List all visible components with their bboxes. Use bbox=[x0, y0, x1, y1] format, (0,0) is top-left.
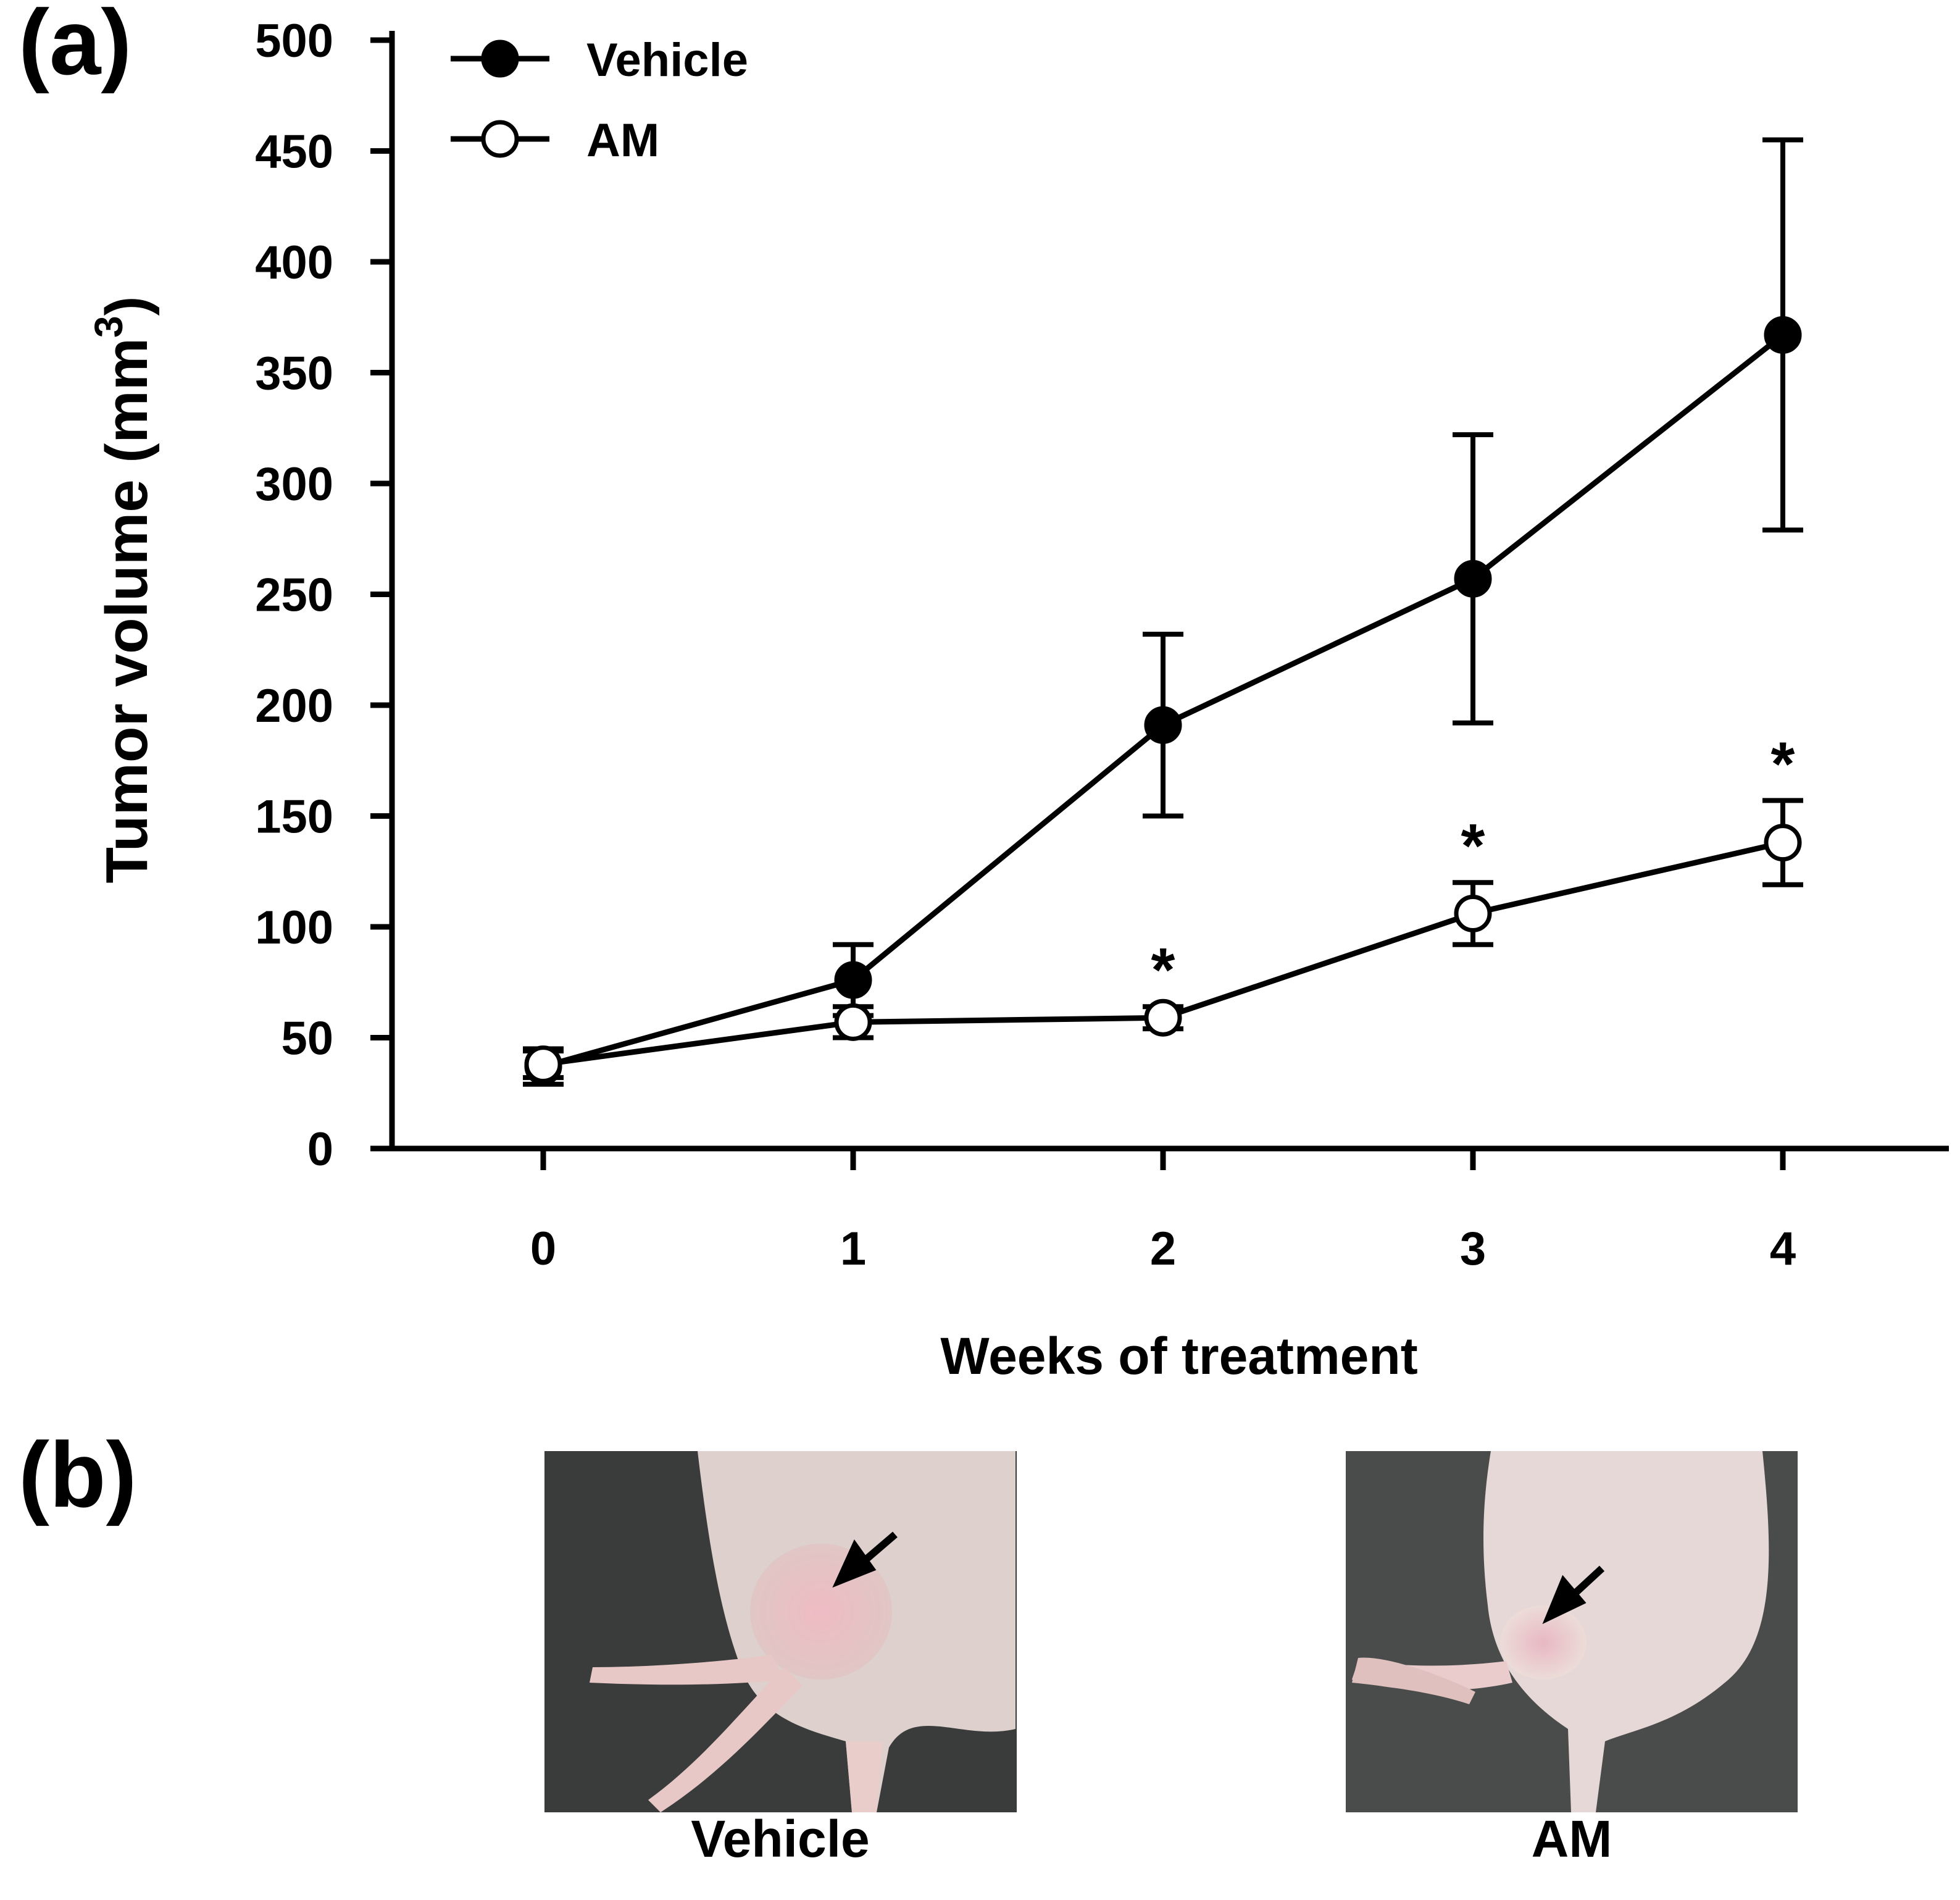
significance-asterisk-4: * bbox=[1771, 729, 1795, 798]
point-am-2 bbox=[1144, 998, 1182, 1037]
y-tick-label-0: 0 bbox=[307, 1123, 333, 1176]
x-ticks: 0 1 2 3 4 bbox=[530, 1149, 1796, 1275]
point-vehicle-1 bbox=[834, 961, 872, 999]
point-vehicle-3 bbox=[1454, 559, 1492, 598]
y-tick-label-150: 150 bbox=[255, 791, 333, 843]
legend: Vehicle AM bbox=[451, 34, 748, 167]
y-axis-label-superscript: 3 bbox=[86, 316, 131, 338]
point-am-1 bbox=[834, 1003, 872, 1041]
x-tick-label-3: 3 bbox=[1460, 1223, 1486, 1275]
y-axis-label-main: Tumor volume (mm bbox=[94, 338, 160, 884]
photo-vehicle-arrow-head bbox=[832, 1539, 877, 1588]
y-axis-label-close: ) bbox=[94, 296, 160, 316]
y-tick-label-300: 300 bbox=[255, 458, 333, 511]
photo-am-mouse-body bbox=[1483, 1451, 1769, 1812]
panel-label-a: (a) bbox=[19, 0, 131, 94]
y-tick-label-400: 400 bbox=[255, 236, 333, 289]
axes bbox=[389, 31, 1949, 1152]
point-vehicle-4 bbox=[1764, 316, 1802, 354]
photo-vehicle-label: Vehicle bbox=[691, 1810, 870, 1868]
y-tick-label-250: 250 bbox=[255, 569, 333, 622]
photo-vehicle bbox=[544, 1451, 1017, 1812]
y-tick-label-500: 500 bbox=[255, 15, 333, 67]
legend-am-marker bbox=[481, 120, 519, 158]
photo-am-foot bbox=[1352, 1657, 1475, 1704]
photo-am-arrow-head bbox=[1542, 1575, 1587, 1625]
point-am-4 bbox=[1764, 824, 1802, 862]
photo-am-arrow bbox=[1542, 1565, 1605, 1625]
photo-vehicle-arrow bbox=[832, 1531, 898, 1588]
y-axis-label-group: Tumor volume (mm3) bbox=[86, 296, 160, 883]
x-tick-label-0: 0 bbox=[530, 1223, 556, 1275]
plot-series bbox=[523, 137, 1803, 1087]
panel-label-b: (b) bbox=[19, 1423, 137, 1526]
photo-vehicle-leg-lower bbox=[648, 1667, 803, 1812]
point-am-0 bbox=[524, 1045, 562, 1084]
y-ticks: 0 50 100 150 200 250 300 350 400 450 500 bbox=[255, 15, 392, 1176]
photo-am-tumor bbox=[1500, 1605, 1587, 1680]
y-tick-label-200: 200 bbox=[255, 680, 333, 732]
photo-am bbox=[1346, 1451, 1798, 1812]
significance-asterisk-3: * bbox=[1461, 811, 1485, 881]
photo-am-label: AM bbox=[1531, 1810, 1612, 1868]
x-tick-label-4: 4 bbox=[1770, 1223, 1796, 1275]
y-tick-label-100: 100 bbox=[255, 902, 333, 954]
x-tick-label-2: 2 bbox=[1150, 1223, 1176, 1275]
photo-vehicle-leg-upper bbox=[590, 1655, 784, 1685]
legend-vehicle-marker bbox=[481, 40, 519, 78]
point-vehicle-2 bbox=[1144, 706, 1182, 744]
legend-am-label: AM bbox=[586, 114, 659, 167]
y-tick-label-50: 50 bbox=[281, 1013, 333, 1065]
point-am-3 bbox=[1454, 894, 1492, 932]
y-tick-label-350: 350 bbox=[255, 348, 333, 400]
legend-vehicle-label: Vehicle bbox=[586, 34, 748, 86]
y-tick-label-450: 450 bbox=[255, 126, 333, 178]
significance-asterisk-2: * bbox=[1151, 935, 1175, 1005]
photo-vehicle-tail bbox=[846, 1741, 883, 1812]
y-axis-label: Tumor volume (mm3) bbox=[86, 296, 160, 883]
x-axis-label: Weeks of treatment bbox=[940, 1327, 1417, 1385]
x-tick-label-1: 1 bbox=[840, 1223, 866, 1275]
plot-annotations: * * * bbox=[1151, 729, 1795, 1005]
